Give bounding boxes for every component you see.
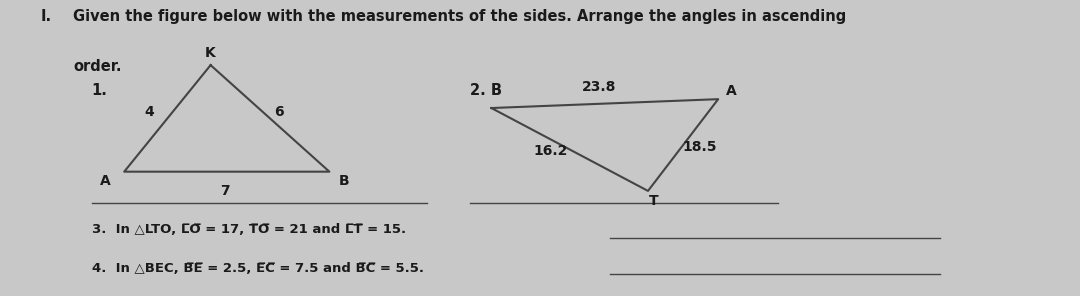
Text: I.: I.: [41, 9, 52, 24]
Text: T: T: [649, 194, 659, 207]
Text: 7: 7: [220, 184, 229, 198]
Text: 4: 4: [144, 105, 154, 120]
Text: 3.  In △LTO, L̅O̅ = 17, T̅O̅ = 21 and L̅T̅ = 15.: 3. In △LTO, L̅O̅ = 17, T̅O̅ = 21 and L̅T…: [92, 223, 406, 237]
Text: B: B: [339, 174, 350, 188]
Text: 18.5: 18.5: [683, 139, 717, 154]
Text: 4.  In △BEC, B̅E̅ = 2.5, E̅C̅ = 7.5 and B̅C̅ = 5.5.: 4. In △BEC, B̅E̅ = 2.5, E̅C̅ = 7.5 and B…: [92, 262, 423, 275]
Text: 16.2: 16.2: [534, 144, 568, 158]
Text: 23.8: 23.8: [582, 80, 617, 94]
Text: order.: order.: [73, 59, 122, 74]
Text: Given the figure below with the measurements of the sides. Arrange the angles in: Given the figure below with the measurem…: [73, 9, 847, 24]
Text: 1.: 1.: [92, 83, 108, 98]
Text: 6: 6: [274, 105, 283, 120]
Text: A: A: [726, 83, 737, 98]
Text: A: A: [99, 174, 110, 188]
Text: K: K: [205, 46, 216, 60]
Text: 2. B: 2. B: [470, 83, 502, 98]
